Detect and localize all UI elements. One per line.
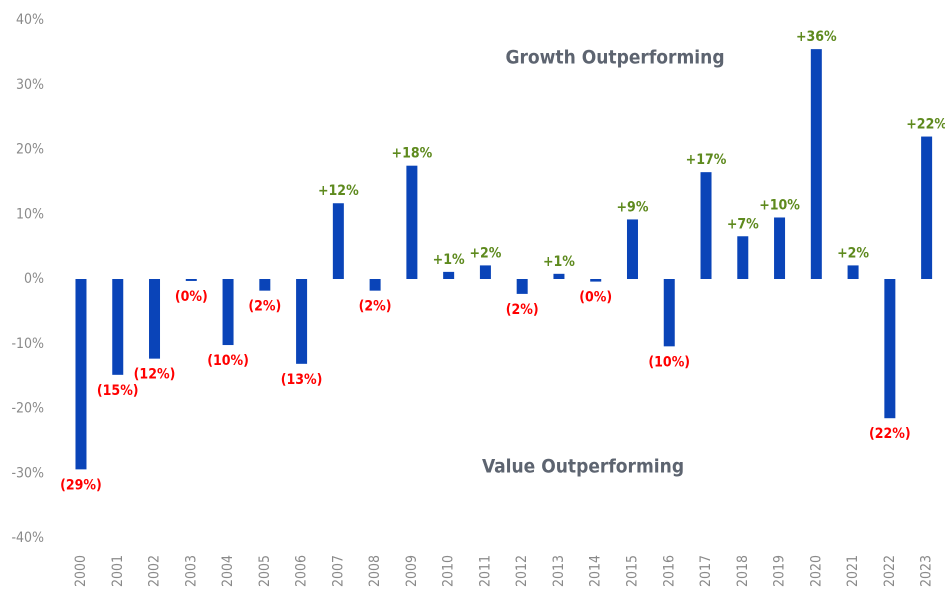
x-tick-label: 2022	[882, 555, 898, 587]
y-tick-label: 0%	[24, 271, 44, 287]
x-tick-label: 2005	[257, 555, 273, 587]
bar	[332, 203, 344, 279]
bar	[479, 265, 491, 279]
x-tick-label: 2018	[735, 555, 751, 587]
value-label: +22%	[906, 117, 945, 133]
bar	[700, 172, 712, 279]
value-label: (2%)	[248, 299, 281, 315]
value-label: +18%	[392, 146, 433, 162]
y-tick-label: 30%	[16, 77, 44, 93]
bar	[443, 271, 455, 279]
x-tick-label: 2014	[588, 555, 604, 587]
y-tick-label: 10%	[16, 206, 44, 222]
x-tick-label: 2001	[110, 555, 126, 587]
value-label: (29%)	[60, 477, 102, 493]
x-tick-label: 2013	[551, 555, 567, 587]
bar	[296, 279, 308, 364]
value-label: (13%)	[281, 372, 323, 388]
x-tick-label: 2020	[808, 555, 824, 587]
value-label: (12%)	[134, 367, 176, 383]
x-tick-label: 2000	[73, 555, 89, 587]
value-label: (2%)	[506, 302, 539, 318]
y-tick-label: -20%	[11, 401, 44, 417]
bar	[406, 165, 418, 279]
bar	[626, 219, 638, 279]
bar	[259, 279, 271, 291]
value-label: (0%)	[579, 290, 612, 306]
x-tick-label: 2004	[220, 555, 236, 587]
x-tick-label: 2011	[477, 555, 493, 587]
x-tick-label: 2017	[698, 555, 714, 587]
value-label: (15%)	[97, 383, 139, 399]
bar	[149, 279, 161, 359]
bar	[590, 279, 602, 282]
bar	[75, 279, 87, 470]
x-tick-label: 2010	[441, 555, 457, 587]
bar	[222, 279, 234, 346]
y-tick-label: 40%	[16, 12, 44, 28]
value-label: +9%	[617, 199, 649, 215]
y-tick-label: -30%	[11, 465, 44, 481]
annotation: Value Outperforming	[482, 456, 684, 478]
annotation: Growth Outperforming	[505, 47, 724, 69]
x-tick-label: 2016	[661, 555, 677, 587]
value-label: +10%	[759, 197, 800, 213]
bar	[810, 49, 822, 280]
y-tick-label: 20%	[16, 142, 44, 158]
x-tick-label: 2021	[845, 555, 861, 587]
value-label: (0%)	[175, 289, 208, 305]
value-label: (2%)	[359, 299, 392, 315]
bar	[369, 279, 381, 291]
bar	[553, 273, 565, 279]
x-tick-label: 2023	[919, 555, 935, 587]
bar	[847, 265, 859, 279]
value-label: +1%	[433, 252, 465, 268]
x-tick-label: 2006	[294, 555, 310, 587]
x-tick-label: 2008	[367, 555, 383, 587]
x-tick-label: 2019	[772, 555, 788, 587]
bar	[884, 279, 896, 419]
y-tick-label: -10%	[11, 336, 44, 352]
value-label: +2%	[837, 245, 869, 261]
bar	[185, 279, 197, 281]
x-tick-label: 2009	[404, 555, 420, 587]
value-label: (10%)	[207, 353, 249, 369]
value-label: +2%	[469, 245, 501, 261]
value-label: (10%)	[648, 354, 690, 370]
bar	[774, 217, 786, 279]
x-tick-label: 2012	[514, 555, 530, 587]
x-tick-label: 2002	[147, 555, 163, 587]
bar	[663, 279, 675, 347]
y-tick-label: -40%	[11, 530, 44, 546]
x-tick-label: 2015	[624, 555, 640, 587]
value-label: +7%	[727, 216, 759, 232]
bar	[737, 236, 749, 279]
bar	[516, 279, 528, 294]
x-tick-label: 2003	[183, 555, 199, 587]
value-label: +36%	[796, 29, 837, 45]
value-label: +12%	[318, 183, 359, 199]
x-tick-label: 2007	[330, 555, 346, 587]
value-label: +1%	[543, 254, 575, 270]
bar	[112, 279, 124, 375]
bar	[921, 136, 933, 279]
value-label: +17%	[686, 152, 727, 168]
value-label: (22%)	[869, 426, 911, 442]
